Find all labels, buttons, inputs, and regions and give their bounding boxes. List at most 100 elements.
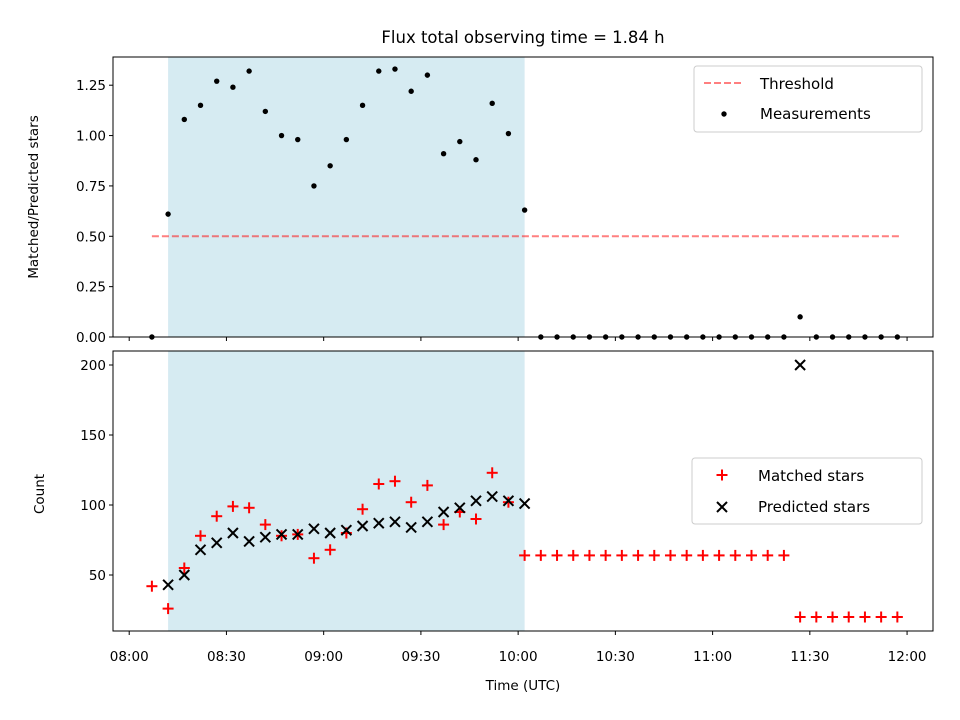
measurement-point [295,136,301,143]
y-tick-label: 0.50 [76,229,106,245]
measurement-point [359,102,366,109]
predicted-star-point [454,502,466,514]
y-tick-label: 0.25 [76,280,106,296]
measurement-point [505,130,512,137]
predicted-star-stroke [486,490,498,503]
predicted-star-stroke [454,502,466,514]
x-tick-label: 08:30 [207,649,246,665]
matched-star-point [794,611,806,623]
ratio-plot-frame [112,56,934,338]
x-tick-label: 09:30 [401,649,440,665]
legend-matched-label: Matched stars [758,467,864,485]
predicted-star-stroke [421,516,434,528]
predicted-star-stroke [227,527,239,539]
measurement-point [181,116,188,123]
predicted-star-point [259,531,272,543]
measurement-point [392,66,398,72]
predicted-star-stroke [405,521,417,534]
matched-star-point [195,530,207,542]
matched-star-point [875,611,887,623]
predicted-star-point [405,521,417,534]
matched-star-point [162,603,174,615]
matched-star-point [211,510,223,522]
matched-star-point [438,519,450,531]
predicted-star-stroke [259,531,272,543]
matched-star-point [357,503,369,515]
observing-window-band [168,351,525,631]
legend-box [691,457,923,525]
matched-star-point [583,549,595,561]
matched-star-point [535,549,547,561]
matched-star-point [421,479,433,491]
matched-star-point [843,611,855,623]
count-x-ticks: 08:00 08:30 09:00 09:30 10:00 10:30 11:00 11:30… [110,631,927,665]
matched-star-point [681,549,693,561]
matched-star-point [729,549,741,561]
measurement-point [214,78,220,84]
matched-star-point [519,549,531,561]
ratio-panel: 0.00 0.25 0.50 0.75 1.00 1.25 Matched/Predict… [26,56,934,346]
matched-star-point [891,611,903,623]
count-y-axis-label: Count [32,474,48,514]
predicted-star-stroke [194,544,207,556]
matched-star-point [664,549,676,561]
predicted-star-stroke [794,359,806,371]
x-tick-label: 08:00 [110,649,149,665]
ratio-y-axis-label: Matched/Predicted stars [26,115,42,278]
measurement-point [440,150,447,157]
count-legend: Matched stars Predicted stars [691,457,923,525]
y-tick-label: 200 [80,358,106,374]
count-points [146,359,903,623]
predicted-star-stroke [518,497,531,510]
y-tick-label: 100 [80,498,106,514]
legend-predicted-label: Predicted stars [758,498,870,516]
legend-measurement-swatch [721,111,727,117]
predicted-star-stroke [292,528,304,541]
measurement-point [311,183,317,189]
predicted-star-point [794,359,806,371]
predicted-star-stroke [716,501,728,513]
x-tick-label: 11:00 [693,649,732,665]
predicted-star-stroke [275,528,288,541]
legend-box [693,65,923,133]
matched-star-point [243,502,255,514]
y-tick-label: 0.00 [76,330,106,346]
measurement-point [278,132,285,139]
predicted-star-point [243,535,255,548]
predicted-star-stroke [211,537,223,549]
predicted-star-point [292,528,304,541]
matched-star-point [859,611,871,623]
predicted-star-point [421,516,434,528]
predicted-star-stroke [502,495,515,507]
predicted-star-stroke [243,535,255,548]
matched-star-point [178,562,190,574]
y-tick-label: 50 [89,568,106,584]
measurement-point [262,108,269,115]
predicted-star-point [356,520,369,532]
predicted-star-stroke [162,579,174,591]
measurement-point [327,163,333,169]
count-plot-frame [112,350,934,632]
predicted-star-stroke [324,527,336,539]
predicted-star-stroke [178,569,191,581]
predicted-star-point [470,495,482,507]
measurement-point [246,68,252,74]
matched-star-point [470,513,482,525]
x-tick-label: 09:00 [304,649,343,665]
predicted-star-point [324,527,336,539]
predicted-star-point [340,524,353,536]
measurement-point [424,72,431,78]
predicted-star-stroke [308,523,320,535]
predicted-star-stroke [470,495,482,507]
matched-star-point [810,611,822,623]
measurement-point [489,100,495,107]
matched-star-point [616,549,628,561]
predicted-star-point [308,523,320,535]
predicted-star-point [518,497,531,510]
predicted-star-stroke [340,524,353,536]
legend-measurement-label: Measurements [760,105,871,123]
measurement-point [457,138,463,145]
predicted-star-point [211,537,223,549]
observing-window-band [168,57,525,337]
predicted-star-stroke [356,520,369,532]
